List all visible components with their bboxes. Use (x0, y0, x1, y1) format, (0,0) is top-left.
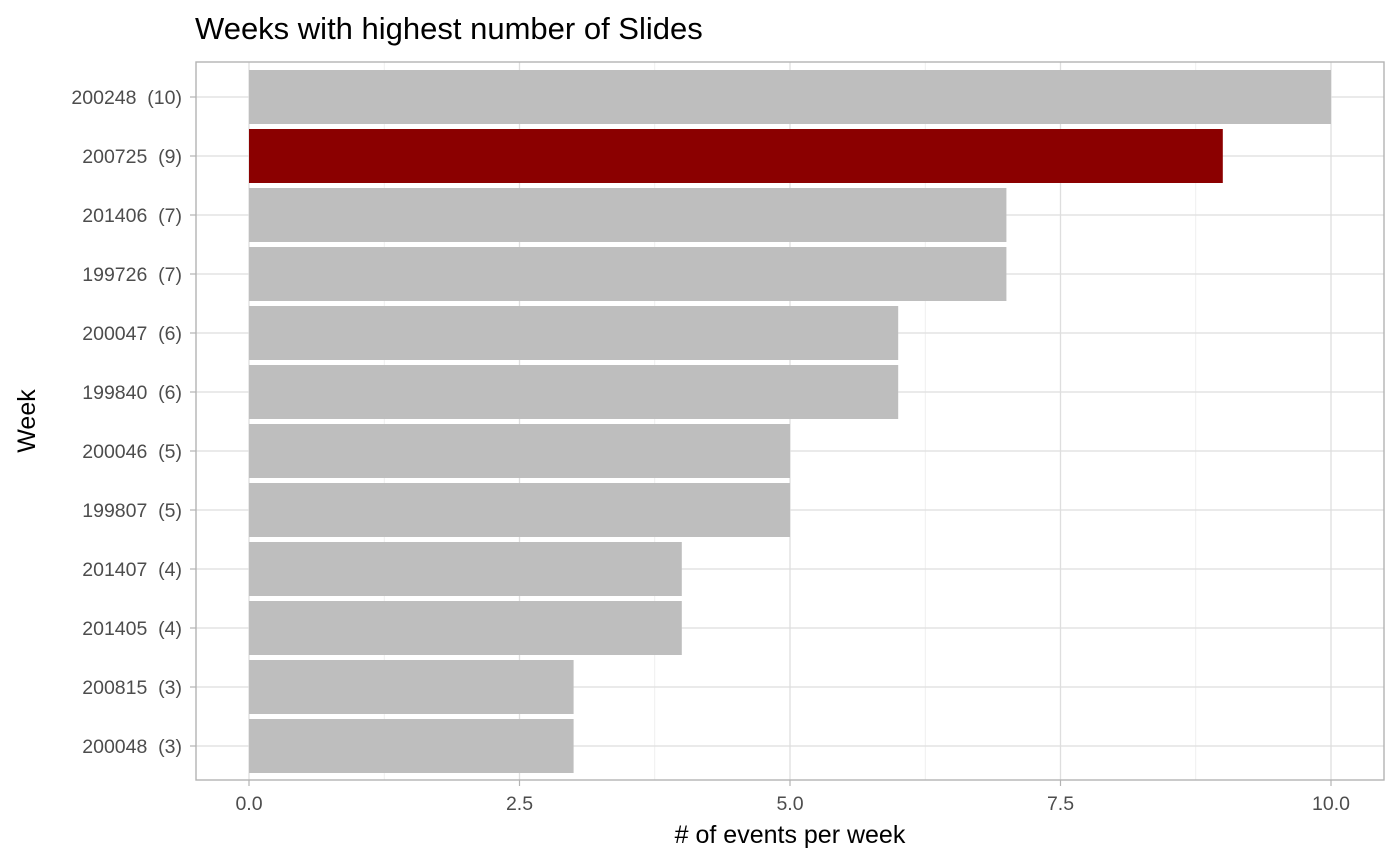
y-tick-label: 200815 (3) (82, 677, 182, 699)
y-axis-ticks: 200248 (10) 200725 (9) 201406 (7) 199726 (7… (71, 87, 196, 758)
y-tick-label: 200047 (6) (82, 323, 182, 345)
x-tick-label: 0.0 (235, 793, 262, 815)
bar (249, 70, 1331, 124)
x-tick-label: 5.0 (776, 793, 803, 815)
bars (249, 70, 1331, 773)
x-axis-ticks: 0.0 2.5 5.0 7.5 10.0 (235, 780, 1350, 815)
y-tick-label: 199840 (6) (82, 382, 182, 404)
x-tick-label: 2.5 (506, 793, 533, 815)
y-tick-label: 201405 (4) (82, 618, 182, 640)
x-axis-title: # of events per week (675, 821, 906, 849)
bar (249, 247, 1007, 301)
bar (249, 542, 682, 596)
bar (249, 424, 790, 478)
y-tick-label: 200046 (5) (82, 441, 182, 463)
bar (249, 306, 899, 360)
bar (249, 188, 1007, 242)
chart-title: Weeks with highest number of Slides (195, 11, 703, 46)
y-tick-label: 200248 (10) (71, 87, 182, 109)
bar (249, 483, 790, 537)
x-tick-label: 7.5 (1047, 793, 1074, 815)
bar (249, 365, 899, 419)
x-tick-label: 10.0 (1312, 793, 1350, 815)
y-tick-label: 200725 (9) (82, 146, 182, 168)
bar (249, 601, 682, 655)
bar-highlighted (249, 129, 1223, 183)
y-tick-label: 201407 (4) (82, 559, 182, 581)
y-tick-label: 201406 (7) (82, 205, 182, 227)
bar (249, 660, 574, 714)
y-axis-title: Week (13, 389, 41, 453)
y-tick-label: 199726 (7) (82, 264, 182, 286)
y-tick-label: 199807 (5) (82, 500, 182, 522)
bar (249, 719, 574, 773)
y-tick-label: 200048 (3) (82, 736, 182, 758)
